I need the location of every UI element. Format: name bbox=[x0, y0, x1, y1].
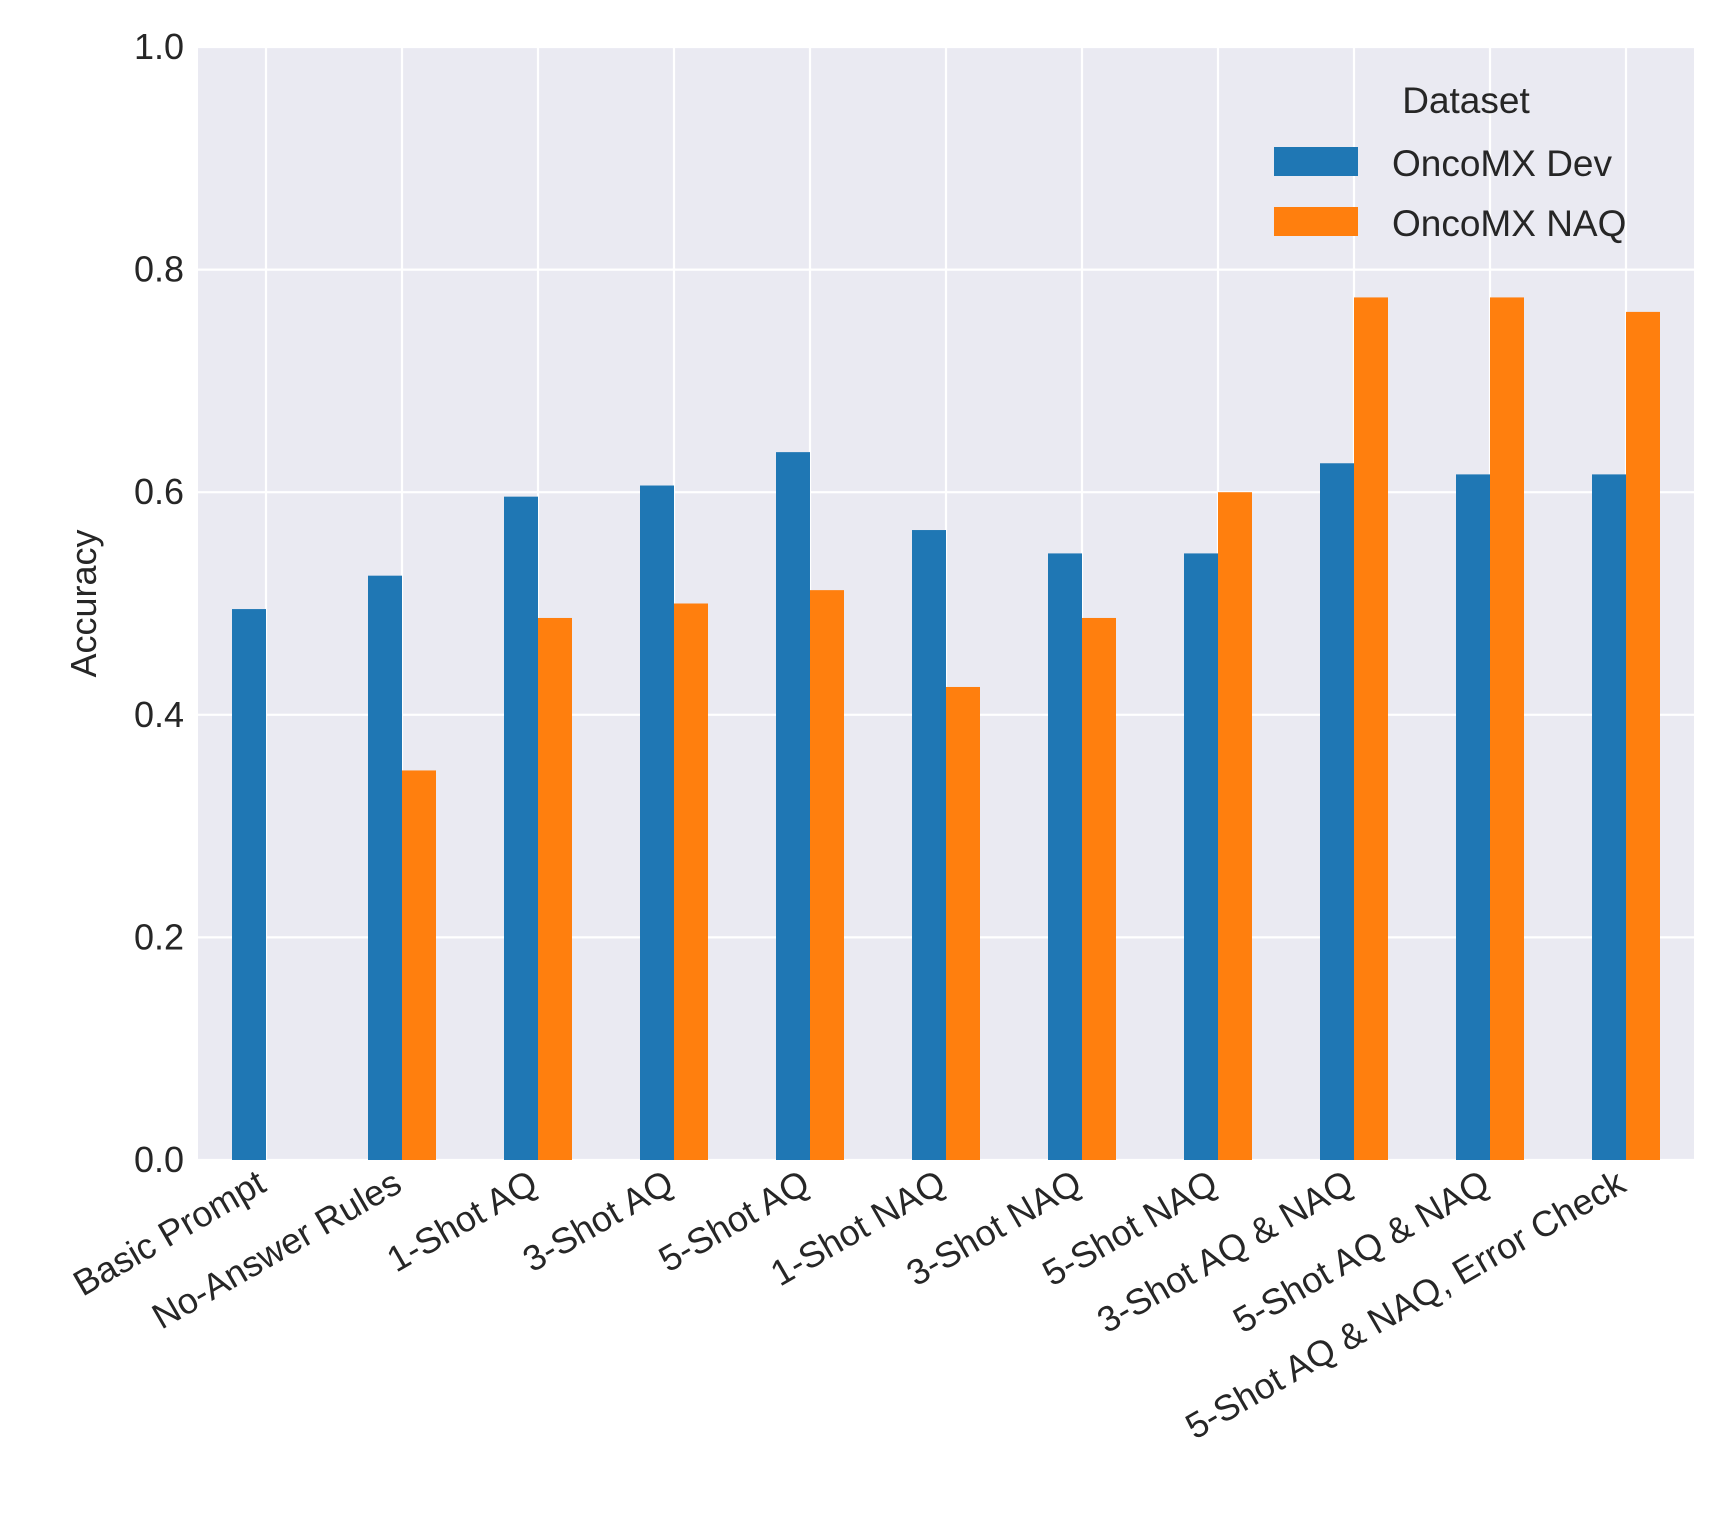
legend-label-oncomx-dev: OncoMX Dev bbox=[1392, 143, 1613, 184]
bar-oncomx-dev bbox=[1456, 474, 1490, 1161]
legend-title: Dataset bbox=[1402, 80, 1530, 121]
bar-oncomx-naq bbox=[1354, 297, 1388, 1160]
bar-oncomx-dev bbox=[912, 530, 946, 1160]
y-tick-label: 0.8 bbox=[134, 249, 184, 290]
bar-oncomx-naq bbox=[538, 617, 572, 1160]
y-tick-label: 0.6 bbox=[134, 471, 184, 512]
y-axis: 0.0 0.2 0.4 0.6 0.8 1.0 bbox=[134, 26, 184, 1180]
bar-oncomx-naq bbox=[1490, 297, 1524, 1160]
legend-label-oncomx-naq: OncoMX NAQ bbox=[1392, 203, 1626, 244]
bar-oncomx-dev bbox=[232, 609, 266, 1160]
bar-oncomx-naq bbox=[402, 770, 436, 1160]
bar-oncomx-dev bbox=[776, 452, 810, 1161]
bar-oncomx-naq bbox=[810, 590, 844, 1160]
y-tick-label: 0.0 bbox=[134, 1139, 184, 1180]
y-tick-label: 0.4 bbox=[134, 694, 184, 735]
bar-oncomx-dev bbox=[1320, 463, 1354, 1161]
x-tick-label: No-Answer Rules bbox=[145, 1161, 408, 1337]
legend-swatch-oncomx-naq bbox=[1274, 207, 1358, 236]
y-axis-label: Accuracy bbox=[63, 529, 104, 677]
bar-oncomx-naq bbox=[946, 686, 980, 1160]
bar-oncomx-dev bbox=[1184, 553, 1218, 1160]
y-tick-label: 1.0 bbox=[134, 26, 184, 67]
bar-oncomx-dev bbox=[368, 575, 402, 1160]
bar-oncomx-naq bbox=[1218, 492, 1252, 1160]
bars bbox=[232, 297, 1660, 1161]
bar-oncomx-naq bbox=[674, 603, 708, 1160]
x-tick-label: 3-Shot AQ bbox=[516, 1161, 680, 1280]
bar-oncomx-dev bbox=[504, 496, 538, 1161]
y-tick-label: 0.2 bbox=[134, 916, 184, 957]
legend: Dataset OncoMX Dev OncoMX NAQ bbox=[1274, 80, 1626, 244]
legend-swatch-oncomx-dev bbox=[1274, 147, 1358, 176]
bar-oncomx-naq bbox=[1626, 311, 1660, 1160]
bar-oncomx-dev bbox=[1048, 553, 1082, 1160]
bar-oncomx-dev bbox=[1592, 474, 1626, 1161]
x-tick-label: 1-Shot AQ bbox=[380, 1161, 544, 1280]
bar-oncomx-naq bbox=[1082, 617, 1116, 1160]
bar-oncomx-dev bbox=[640, 485, 674, 1161]
